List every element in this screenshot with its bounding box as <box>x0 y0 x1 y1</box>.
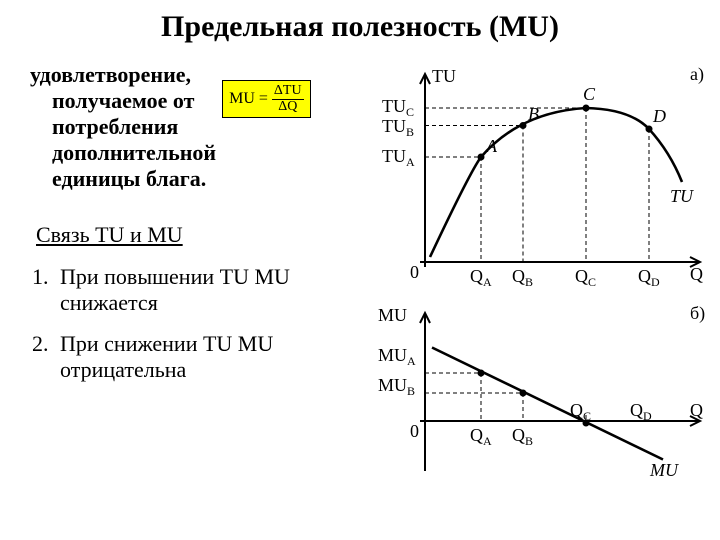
right-column: TU Q 0 а) TUC TUB TUA A B C D <box>370 62 710 491</box>
def-line-4: дополнительной <box>30 140 216 166</box>
point-1: При повышении TU MU снижается <box>54 264 360 317</box>
svg-text:QC: QC <box>570 400 591 423</box>
mu-labels: MU Q 0 б) MUA MUB QA QB QC QD MU <box>378 303 705 480</box>
formula-eq: = <box>259 90 268 108</box>
formula-den: ΔQ <box>276 100 299 115</box>
tu-chart-svg: TU Q 0 а) TUC TUB TUA A B C D <box>370 62 710 297</box>
points-list: При повышении TU MU снижается При снижен… <box>30 264 360 384</box>
tu-axes <box>420 74 700 267</box>
tu-curve <box>430 108 682 257</box>
tu-panel-label: а) <box>690 64 704 85</box>
definition-text: удовлетворение, получаемое от потреблени… <box>30 62 216 192</box>
tu-chart: TU Q 0 а) TUC TUB TUA A B C D <box>370 62 710 297</box>
tu-x-axis-label: Q <box>690 264 703 284</box>
svg-text:C: C <box>583 84 596 104</box>
svg-text:QD: QD <box>630 400 652 423</box>
formula-fraction: ΔTU ΔQ <box>272 84 304 114</box>
svg-text:TUA: TUA <box>382 146 415 169</box>
content-row: удовлетворение, получаемое от потреблени… <box>30 62 690 491</box>
svg-text:QB: QB <box>512 425 533 448</box>
def-line-1: удовлетворение, <box>30 62 216 88</box>
tu-guides <box>425 108 649 262</box>
definition-block: удовлетворение, получаемое от потреблени… <box>30 62 360 192</box>
svg-text:QA: QA <box>470 425 492 448</box>
svg-text:MUB: MUB <box>378 375 415 398</box>
point-2: При снижении TU MU отрицательна <box>54 331 360 384</box>
svg-text:MU: MU <box>649 460 679 480</box>
mu-panel-label: б) <box>690 303 705 324</box>
mu-chart: MU Q 0 б) MUA MUB QA QB QC QD MU <box>370 301 710 491</box>
mu-axes <box>420 313 700 471</box>
slide: Предельная полезность (MU) удовлетворени… <box>0 0 720 540</box>
svg-text:QB: QB <box>512 266 533 289</box>
tu-y-axis-label: TU <box>432 66 456 86</box>
def-line-2: получаемое от <box>30 88 216 114</box>
svg-text:TUB: TUB <box>382 116 414 139</box>
mu-line <box>432 348 663 460</box>
formula-num: ΔTU <box>272 84 304 100</box>
svg-text:D: D <box>652 106 666 126</box>
svg-text:QC: QC <box>575 266 596 289</box>
mu-x-axis-label: Q <box>690 400 703 420</box>
mu-chart-svg: MU Q 0 б) MUA MUB QA QB QC QD MU <box>370 301 710 491</box>
svg-text:QA: QA <box>470 266 492 289</box>
mu-y-axis-label: MU <box>378 305 407 325</box>
subheading: Связь TU и MU <box>30 222 360 248</box>
left-column: удовлетворение, получаемое от потреблени… <box>30 62 360 491</box>
svg-text:MUA: MUA <box>378 345 416 368</box>
svg-text:B: B <box>528 104 539 124</box>
tu-markers <box>478 105 653 161</box>
def-line-3: потребления <box>30 114 216 140</box>
mu-origin: 0 <box>410 421 419 441</box>
page-title: Предельная полезность (MU) <box>30 10 690 44</box>
def-line-5: единицы блага. <box>30 166 216 192</box>
svg-text:A: A <box>485 136 498 156</box>
svg-text:TU: TU <box>670 186 694 206</box>
tu-origin: 0 <box>410 262 419 282</box>
formula-lhs: MU <box>229 90 255 108</box>
formula-box: MU = ΔTU ΔQ <box>222 80 310 118</box>
svg-text:QD: QD <box>638 266 660 289</box>
